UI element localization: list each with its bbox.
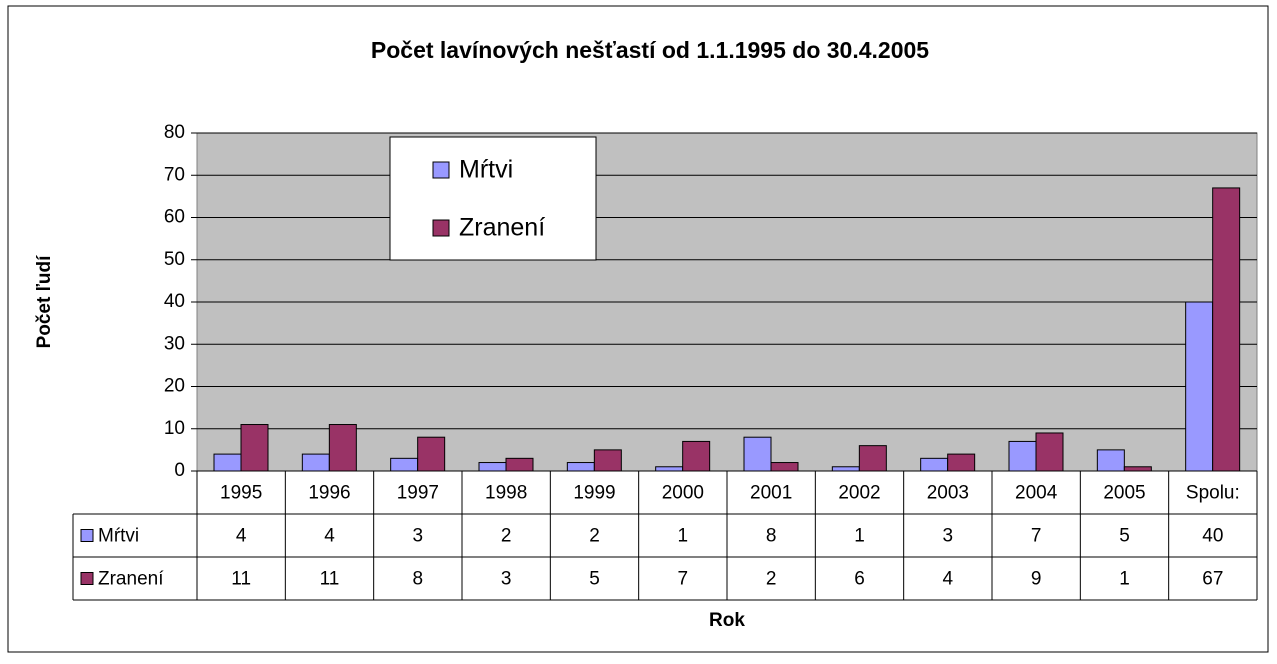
table-cell: 40 [1202, 526, 1223, 547]
table-cell: 1 [1119, 569, 1130, 590]
table-cell: 7 [678, 569, 689, 590]
table-cell: 8 [413, 569, 424, 590]
x-tick-label: 2001 [750, 483, 792, 504]
table-cell: 7 [1031, 526, 1042, 547]
table-cell: 11 [231, 569, 251, 590]
bar [505, 457, 534, 472]
bar [1123, 466, 1152, 472]
bar [743, 436, 772, 472]
y-tick-label: 10 [164, 418, 185, 439]
table-legend-key [80, 529, 94, 542]
bar [920, 457, 949, 472]
x-axis-label: Rok [709, 610, 745, 631]
bar [947, 453, 976, 472]
y-tick-label: 40 [164, 291, 185, 312]
bar [1008, 440, 1037, 472]
bar [1212, 187, 1241, 472]
x-tick-label: 1996 [308, 483, 350, 504]
x-tick-label: 2000 [662, 483, 704, 504]
table-cell: 3 [501, 569, 512, 590]
bar [417, 436, 446, 472]
bar [240, 424, 269, 472]
bar [478, 462, 507, 472]
x-tick-label: 2003 [927, 483, 969, 504]
table-series-name: Zranení [98, 569, 164, 590]
table-cell: 2 [501, 526, 512, 547]
y-tick-label: 80 [164, 122, 185, 143]
table-legend-key [80, 572, 94, 585]
table-series-name: Mŕtvi [98, 526, 139, 547]
x-tick-label: 1995 [220, 483, 262, 504]
bar [213, 453, 242, 472]
legend-key [432, 161, 450, 179]
table-cell: 4 [324, 526, 335, 547]
table-cell: 4 [943, 569, 954, 590]
x-tick-label: 1999 [573, 483, 615, 504]
bar [1185, 301, 1214, 472]
y-tick-label: 0 [174, 460, 185, 481]
table-cell: 9 [1031, 569, 1042, 590]
y-tick-label: 30 [164, 333, 185, 354]
legend [389, 136, 597, 261]
table-cell: 1 [854, 526, 865, 547]
bar [655, 466, 684, 472]
y-tick-label: 20 [164, 376, 185, 397]
bar [831, 466, 860, 472]
bar [858, 445, 887, 472]
x-tick-label: 1997 [397, 483, 439, 504]
bar [390, 457, 419, 472]
legend-label: Zranení [459, 214, 545, 242]
bar [328, 424, 357, 472]
bar [682, 440, 711, 472]
bar [1035, 432, 1064, 472]
legend-key [432, 219, 450, 237]
table-cell: 5 [589, 569, 600, 590]
y-tick-label: 70 [164, 164, 185, 185]
table-cell: 6 [854, 569, 865, 590]
table-cell: 3 [943, 526, 954, 547]
table-cell: 8 [766, 526, 777, 547]
x-tick-label: 2005 [1103, 483, 1145, 504]
bar [593, 449, 622, 472]
chart-title: Počet lavínových nešťastí od 1.1.1995 do… [371, 37, 929, 63]
y-tick-label: 50 [164, 249, 185, 270]
table-cell: 11 [320, 569, 340, 590]
table-cell: 67 [1202, 569, 1223, 590]
x-tick-label: 2002 [838, 483, 880, 504]
bar [1096, 449, 1125, 472]
x-tick-label: 2004 [1015, 483, 1058, 504]
table-cell: 3 [413, 526, 424, 547]
y-axis-label: Počet ľudí [34, 255, 55, 349]
table-cell: 4 [236, 526, 247, 547]
bar [566, 462, 595, 472]
bar [301, 453, 330, 472]
legend-label: Mŕtvi [459, 156, 513, 184]
x-tick-label: 1998 [485, 483, 527, 504]
table-cell: 5 [1119, 526, 1130, 547]
bar [770, 462, 799, 472]
table-cell: 1 [678, 526, 689, 547]
x-tick-label: Spolu: [1186, 483, 1240, 504]
y-tick-label: 60 [164, 207, 185, 228]
table-cell: 2 [589, 526, 600, 547]
table-cell: 2 [766, 569, 777, 590]
